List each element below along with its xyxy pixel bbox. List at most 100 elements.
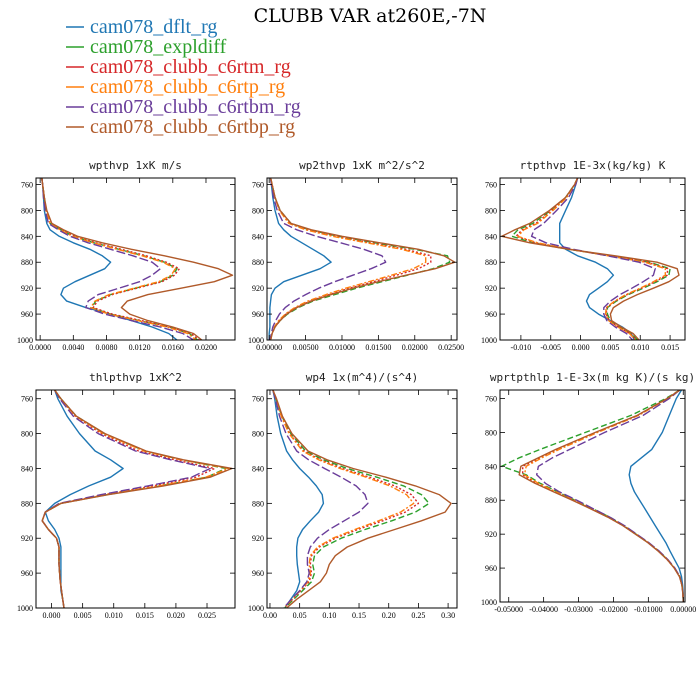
x-tick-label: 0.02000 (402, 343, 428, 352)
y-tick-label: 920 (21, 284, 33, 293)
x-tick-label: 0.025 (198, 611, 216, 620)
legend-item: cam078_clubb_c6rtbm_rg (66, 96, 301, 118)
y-tick-label: 960 (485, 310, 497, 319)
series-line (501, 390, 684, 602)
legend-item: cam078_clubb_c6rtp_rg (66, 76, 285, 98)
series-group (41, 390, 233, 608)
x-tick-label: 0.00500 (293, 343, 319, 352)
legend-label: cam078_clubb_c6rtbp_rg (90, 116, 295, 138)
y-tick-label: 840 (485, 232, 497, 241)
series-line (536, 390, 684, 602)
series-group (501, 390, 684, 602)
chart-panel-2: wp2thvp 1xK m^2/s^2 760 800 840 880 920 960 100… (248, 159, 464, 352)
panel-title: wpthvp 1xK m/s (89, 159, 182, 172)
x-tick-label: 0.0160 (162, 343, 184, 352)
y-tick-label: 920 (485, 284, 497, 293)
y-tick-label: 960 (485, 564, 497, 573)
x-tick-label: 0.005 (74, 611, 92, 620)
series-line (269, 178, 451, 340)
series-line (269, 178, 432, 340)
x-tick-label: 0.15 (352, 611, 366, 620)
chart-panel-6: wprtpthlp 1-E-3x(m kg K)/(s kg) 760 800 840… (481, 371, 696, 614)
y-tick-label: 880 (21, 499, 33, 508)
series-line (269, 178, 427, 340)
axes-frame (266, 177, 458, 341)
y-tick-label: 960 (21, 310, 33, 319)
series-line (41, 390, 216, 608)
x-tick-label: 0.0120 (129, 343, 151, 352)
series-line (269, 178, 456, 340)
x-tick-label: 0.000 (43, 611, 61, 620)
x-tick-label: 0.00000 (256, 343, 282, 352)
x-tick-label: -0.02000 (599, 605, 628, 614)
y-tick-label: 800 (485, 428, 497, 437)
x-tick-label: 0.015 (136, 611, 154, 620)
y-tick-label: 1000 (481, 336, 497, 345)
chart-panel-3: rtpthvp 1E-3x(kg/kg) K 760 800 840 880 920 960… (481, 159, 686, 352)
series-line (268, 178, 332, 340)
chart-panel-5: wp4 1x(m^4)/(s^4)76080084088092096010000… (248, 371, 458, 620)
y-tick-label: 880 (21, 258, 33, 267)
panel-title: rtpthvp 1E-3x(kg/kg) K (520, 159, 666, 172)
y-tick-label: 760 (252, 395, 264, 404)
figure-title: CLUBB VAR at260E,-7N (254, 5, 487, 27)
x-tick-label: 0.0000 (29, 343, 51, 352)
series-group (272, 390, 452, 608)
y-tick-label: 960 (252, 310, 264, 319)
series-line (41, 390, 227, 608)
y-tick-label: 800 (21, 206, 33, 215)
series-line (41, 178, 194, 340)
y-tick-label: 840 (252, 232, 264, 241)
y-tick-label: 840 (485, 462, 497, 471)
x-tick-label: 0.000 (572, 343, 590, 352)
x-tick-label: 0.020 (167, 611, 185, 620)
series-line (41, 390, 230, 608)
y-tick-label: 1000 (17, 604, 33, 613)
x-tick-label: -0.010 (511, 343, 532, 352)
legend: cam078_dflt_rgcam078_expldiffcam078_club… (66, 16, 301, 138)
legend-item: cam078_clubb_c6rtbp_rg (66, 116, 295, 138)
y-tick-label: 920 (252, 284, 264, 293)
y-tick-label: 960 (252, 569, 264, 578)
panel-title: wprtpthlp 1-E-3x(m kg K)/(s kg) (490, 371, 695, 384)
series-line (628, 390, 684, 602)
axes-frame (35, 177, 236, 341)
series-line (517, 178, 666, 340)
y-tick-label: 920 (21, 534, 33, 543)
legend-label: cam078_dflt_rg (90, 16, 217, 38)
series-group (41, 178, 234, 340)
chart-panel-1: wpthvp 1xK m/s76080084088092096010000.00… (17, 159, 236, 352)
x-tick-label: 0.015 (661, 343, 679, 352)
series-line (511, 178, 671, 340)
y-tick-label: 960 (21, 569, 33, 578)
y-tick-label: 760 (21, 180, 33, 189)
series-line (272, 390, 452, 608)
series-group (501, 178, 680, 340)
axes-frame (499, 177, 686, 341)
series-line (41, 390, 211, 608)
series-line (269, 178, 387, 340)
y-tick-label: 1000 (248, 336, 264, 345)
x-tick-label: 0.0200 (195, 343, 217, 352)
legend-label: cam078_clubb_c6rtm_rg (90, 56, 291, 78)
x-tick-label: 0.0040 (62, 343, 84, 352)
x-tick-label: 0.25 (411, 611, 425, 620)
x-tick-label: 0.00000 (670, 605, 696, 614)
y-tick-label: 1000 (481, 598, 497, 607)
y-tick-label: 760 (485, 180, 497, 189)
y-tick-label: 800 (252, 206, 264, 215)
x-tick-label: -0.04000 (529, 605, 558, 614)
y-tick-label: 760 (21, 395, 33, 404)
y-tick-label: 880 (252, 258, 264, 267)
y-tick-label: 760 (252, 180, 264, 189)
x-tick-label: 0.005 (601, 343, 619, 352)
series-line (41, 390, 233, 608)
series-line (272, 390, 420, 608)
series-line (522, 390, 684, 602)
y-tick-label: 880 (252, 499, 264, 508)
x-tick-label: 0.10 (322, 611, 336, 620)
series-line (272, 390, 415, 608)
series-line (559, 178, 635, 340)
x-tick-label: 0.01500 (365, 343, 391, 352)
x-tick-label: -0.03000 (564, 605, 593, 614)
